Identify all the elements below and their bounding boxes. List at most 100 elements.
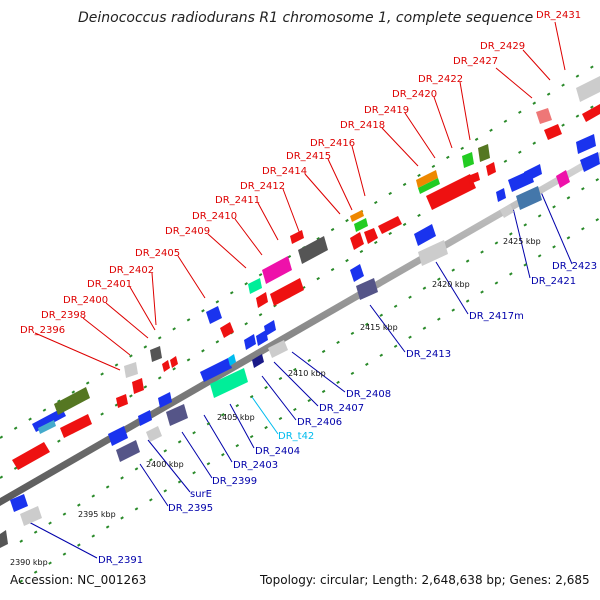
gene-label: DR_2404 (255, 446, 300, 457)
gene-label: DR_2400 (63, 295, 108, 306)
gene-arrow (248, 278, 262, 294)
gene-label: DR_2416 (310, 138, 355, 149)
gene-label: DR_2420 (392, 89, 437, 100)
gene-arrow (116, 394, 128, 408)
gene-label: DR_2423 (552, 261, 597, 272)
map-title: Deinococcus radiodurans R1 chromosome 1,… (78, 10, 534, 26)
kbp-tick-label: 2400 kbp (146, 460, 184, 469)
gene-label: DR_2412 (240, 181, 285, 192)
gene-arrow (228, 354, 236, 366)
kbp-tick-label: 2395 kbp (78, 510, 116, 519)
kbp-tick-label: 2390 kbp (10, 558, 48, 567)
gene-arrow (354, 218, 368, 232)
gene-arrow (264, 320, 276, 336)
gene-arrow (468, 172, 480, 184)
gene-arrow (146, 426, 162, 442)
gene-arrow (496, 188, 506, 202)
kbp-tick-label: 2410 kbp (288, 369, 326, 378)
gene-arrow (60, 414, 92, 438)
gene-label: DR_2403 (233, 460, 278, 471)
gene-arrow (350, 210, 364, 222)
gene-arrow (54, 387, 90, 415)
gene-arrow (200, 358, 232, 382)
gene-arrow (298, 236, 328, 264)
gene-arrow (414, 224, 436, 246)
gene-label: DR_2408 (346, 389, 391, 400)
gene-label: DR_2415 (286, 151, 331, 162)
gene-label: DR_2398 (41, 310, 86, 321)
gene-label: DR_2405 (135, 248, 180, 259)
gene-arrow (582, 104, 600, 122)
gene-arrow (162, 360, 170, 372)
gene-arrow (524, 164, 542, 182)
gene-arrow (536, 108, 552, 124)
gene-label: DR_2410 (192, 211, 237, 222)
gene-arrow (576, 134, 596, 154)
leader-lines (24, 21, 573, 559)
gene-arrow (580, 152, 600, 172)
kbp-ticks: 2390 kbp 2395 kbp 2400 kbp 2405 kbp 2410… (10, 237, 541, 567)
gene-arrow (418, 240, 448, 266)
lower-features (0, 134, 600, 548)
gene-arrow (108, 426, 128, 446)
gene-arrow (290, 230, 304, 244)
gene-arrow (158, 392, 172, 408)
gene-arrow (166, 404, 188, 426)
gene-arrow (350, 264, 364, 282)
gene-label: DR_t42 (278, 431, 314, 442)
gene-arrow (544, 124, 562, 140)
gene-arrow (206, 306, 222, 324)
kbp-tick-label: 2415 kbp (360, 323, 398, 332)
gene-arrow (244, 334, 256, 350)
gene-arrow (262, 256, 292, 284)
gene-arrow (418, 178, 440, 194)
gene-label: DR_2427 (453, 56, 498, 67)
gene-arrow (364, 228, 378, 244)
bottom-gene-labels: DR_2391 DR_2395 surE DR_2399 DR_2403 DR_… (98, 261, 597, 566)
gene-arrow (270, 278, 304, 306)
gene-label: DR_2418 (340, 120, 385, 131)
upper-features (12, 76, 600, 470)
gene-label: DR_2431 (536, 10, 581, 21)
gene-label: surE (190, 489, 212, 500)
gene-arrow (378, 216, 402, 234)
gene-arrow (426, 174, 476, 210)
gene-label: DR_2391 (98, 555, 143, 566)
guide-tracks (0, 61, 600, 583)
gene-arrow (268, 340, 288, 358)
gene-arrow (416, 170, 438, 188)
gene-arrow (462, 152, 474, 168)
gene-label: DR_2422 (418, 74, 463, 85)
gene-label: DR_2401 (87, 279, 132, 290)
gene-arrow (150, 346, 162, 362)
gene-label: DR_2421 (531, 276, 576, 287)
gene-label: DR_2414 (262, 166, 307, 177)
gene-label: DR_2417m (469, 311, 524, 322)
accession-text: Accession: NC_001263 (10, 573, 147, 587)
gene-arrow (350, 232, 364, 250)
gene-arrow (12, 442, 50, 470)
gene-arrow (132, 378, 144, 394)
top-gene-labels: DR_2396 DR_2398 DR_2400 DR_2401 DR_2402 … (20, 10, 581, 336)
gene-label: DR_2429 (480, 41, 525, 52)
gene-label: DR_2409 (165, 226, 210, 237)
gene-arrow (0, 530, 8, 548)
gene-arrow (10, 494, 28, 512)
gene-arrow (116, 440, 140, 462)
gene-arrow (256, 330, 268, 346)
gene-arrow (124, 362, 138, 378)
gene-arrow (170, 356, 178, 368)
gene-label: DR_2413 (406, 349, 451, 360)
gene-arrow (210, 368, 248, 398)
gene-arrow (38, 420, 56, 434)
gene-arrow (478, 144, 490, 162)
gene-label: DR_2396 (20, 325, 65, 336)
gene-arrow (576, 76, 600, 102)
gene-label: DR_2411 (215, 195, 260, 206)
kbp-tick-label: 2405 kbp (217, 413, 255, 422)
gene-arrow (356, 278, 378, 300)
gene-label: DR_2419 (364, 105, 409, 116)
gene-label: DR_2395 (168, 503, 213, 514)
gene-arrow (516, 186, 542, 210)
